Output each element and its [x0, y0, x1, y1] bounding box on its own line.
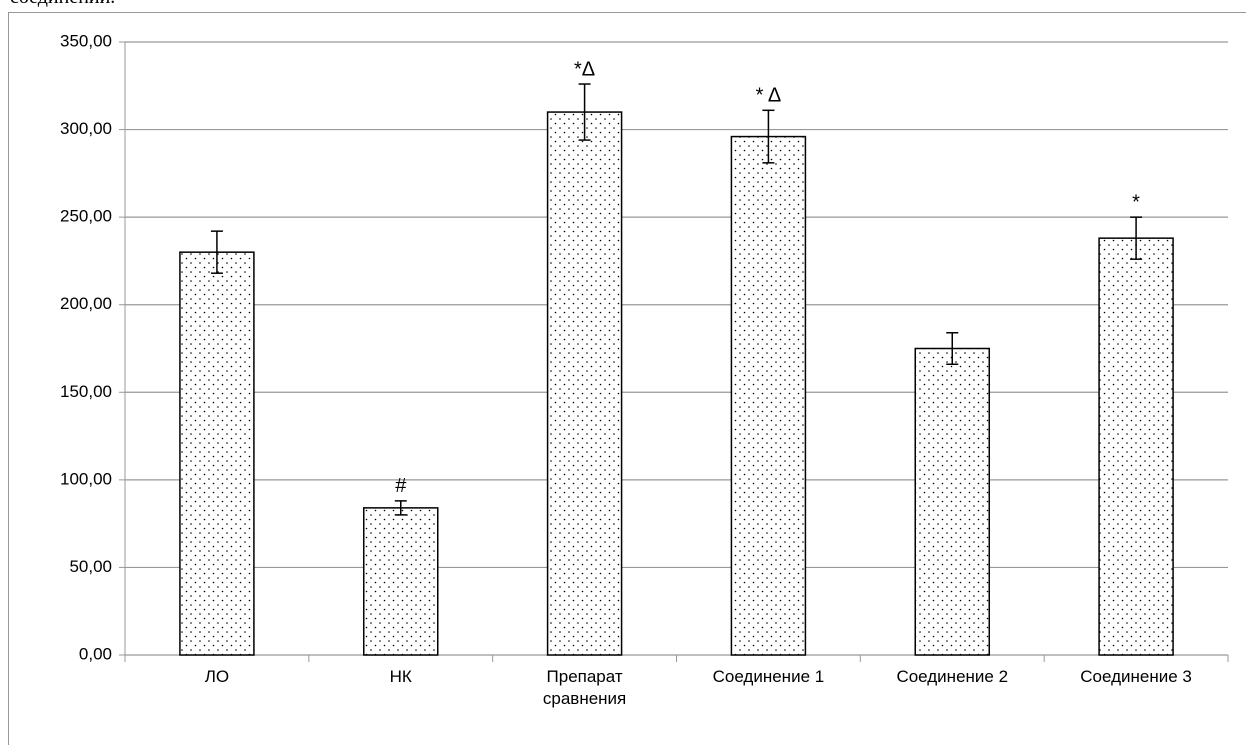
chart-frame: [8, 12, 1246, 745]
error-bar: [1130, 216, 1143, 260]
error-bar: [210, 230, 223, 274]
x-tick-label: Соединение 3: [1080, 667, 1192, 686]
annotation: * Δ: [756, 85, 782, 107]
y-tick-label: 250,00: [60, 207, 112, 226]
annotation: *: [1132, 191, 1140, 213]
y-tick-label: 50,00: [69, 557, 112, 576]
y-tick-label: 100,00: [60, 469, 112, 488]
y-tick-label: 150,00: [60, 382, 112, 401]
x-tick-label: НК: [389, 667, 412, 686]
error-bar: [394, 500, 407, 516]
annotation: #: [395, 475, 407, 497]
y-tick-label: 300,00: [60, 119, 112, 138]
annotation: *Δ: [574, 58, 595, 80]
x-tick-label: ЛО: [204, 667, 230, 686]
y-tick-label: 200,00: [60, 294, 112, 313]
bar: [730, 135, 807, 656]
x-tick-label: Соединение 1: [712, 667, 825, 686]
x-tick-label: Соединение 2: [896, 667, 1009, 686]
bar: [1098, 237, 1174, 656]
y-tick-label: 0,00: [79, 644, 112, 663]
x-tick-label: Препарат сравнения: [542, 667, 627, 708]
error-bar: [578, 83, 591, 141]
error-bar: [946, 331, 959, 366]
bar: [546, 111, 623, 656]
bar: [179, 251, 255, 656]
y-tick-label: 350,00: [60, 31, 112, 50]
caption: соединений.: [10, 0, 115, 9]
bar: [363, 507, 439, 656]
error-bar: [762, 109, 775, 164]
bar: [914, 347, 990, 656]
